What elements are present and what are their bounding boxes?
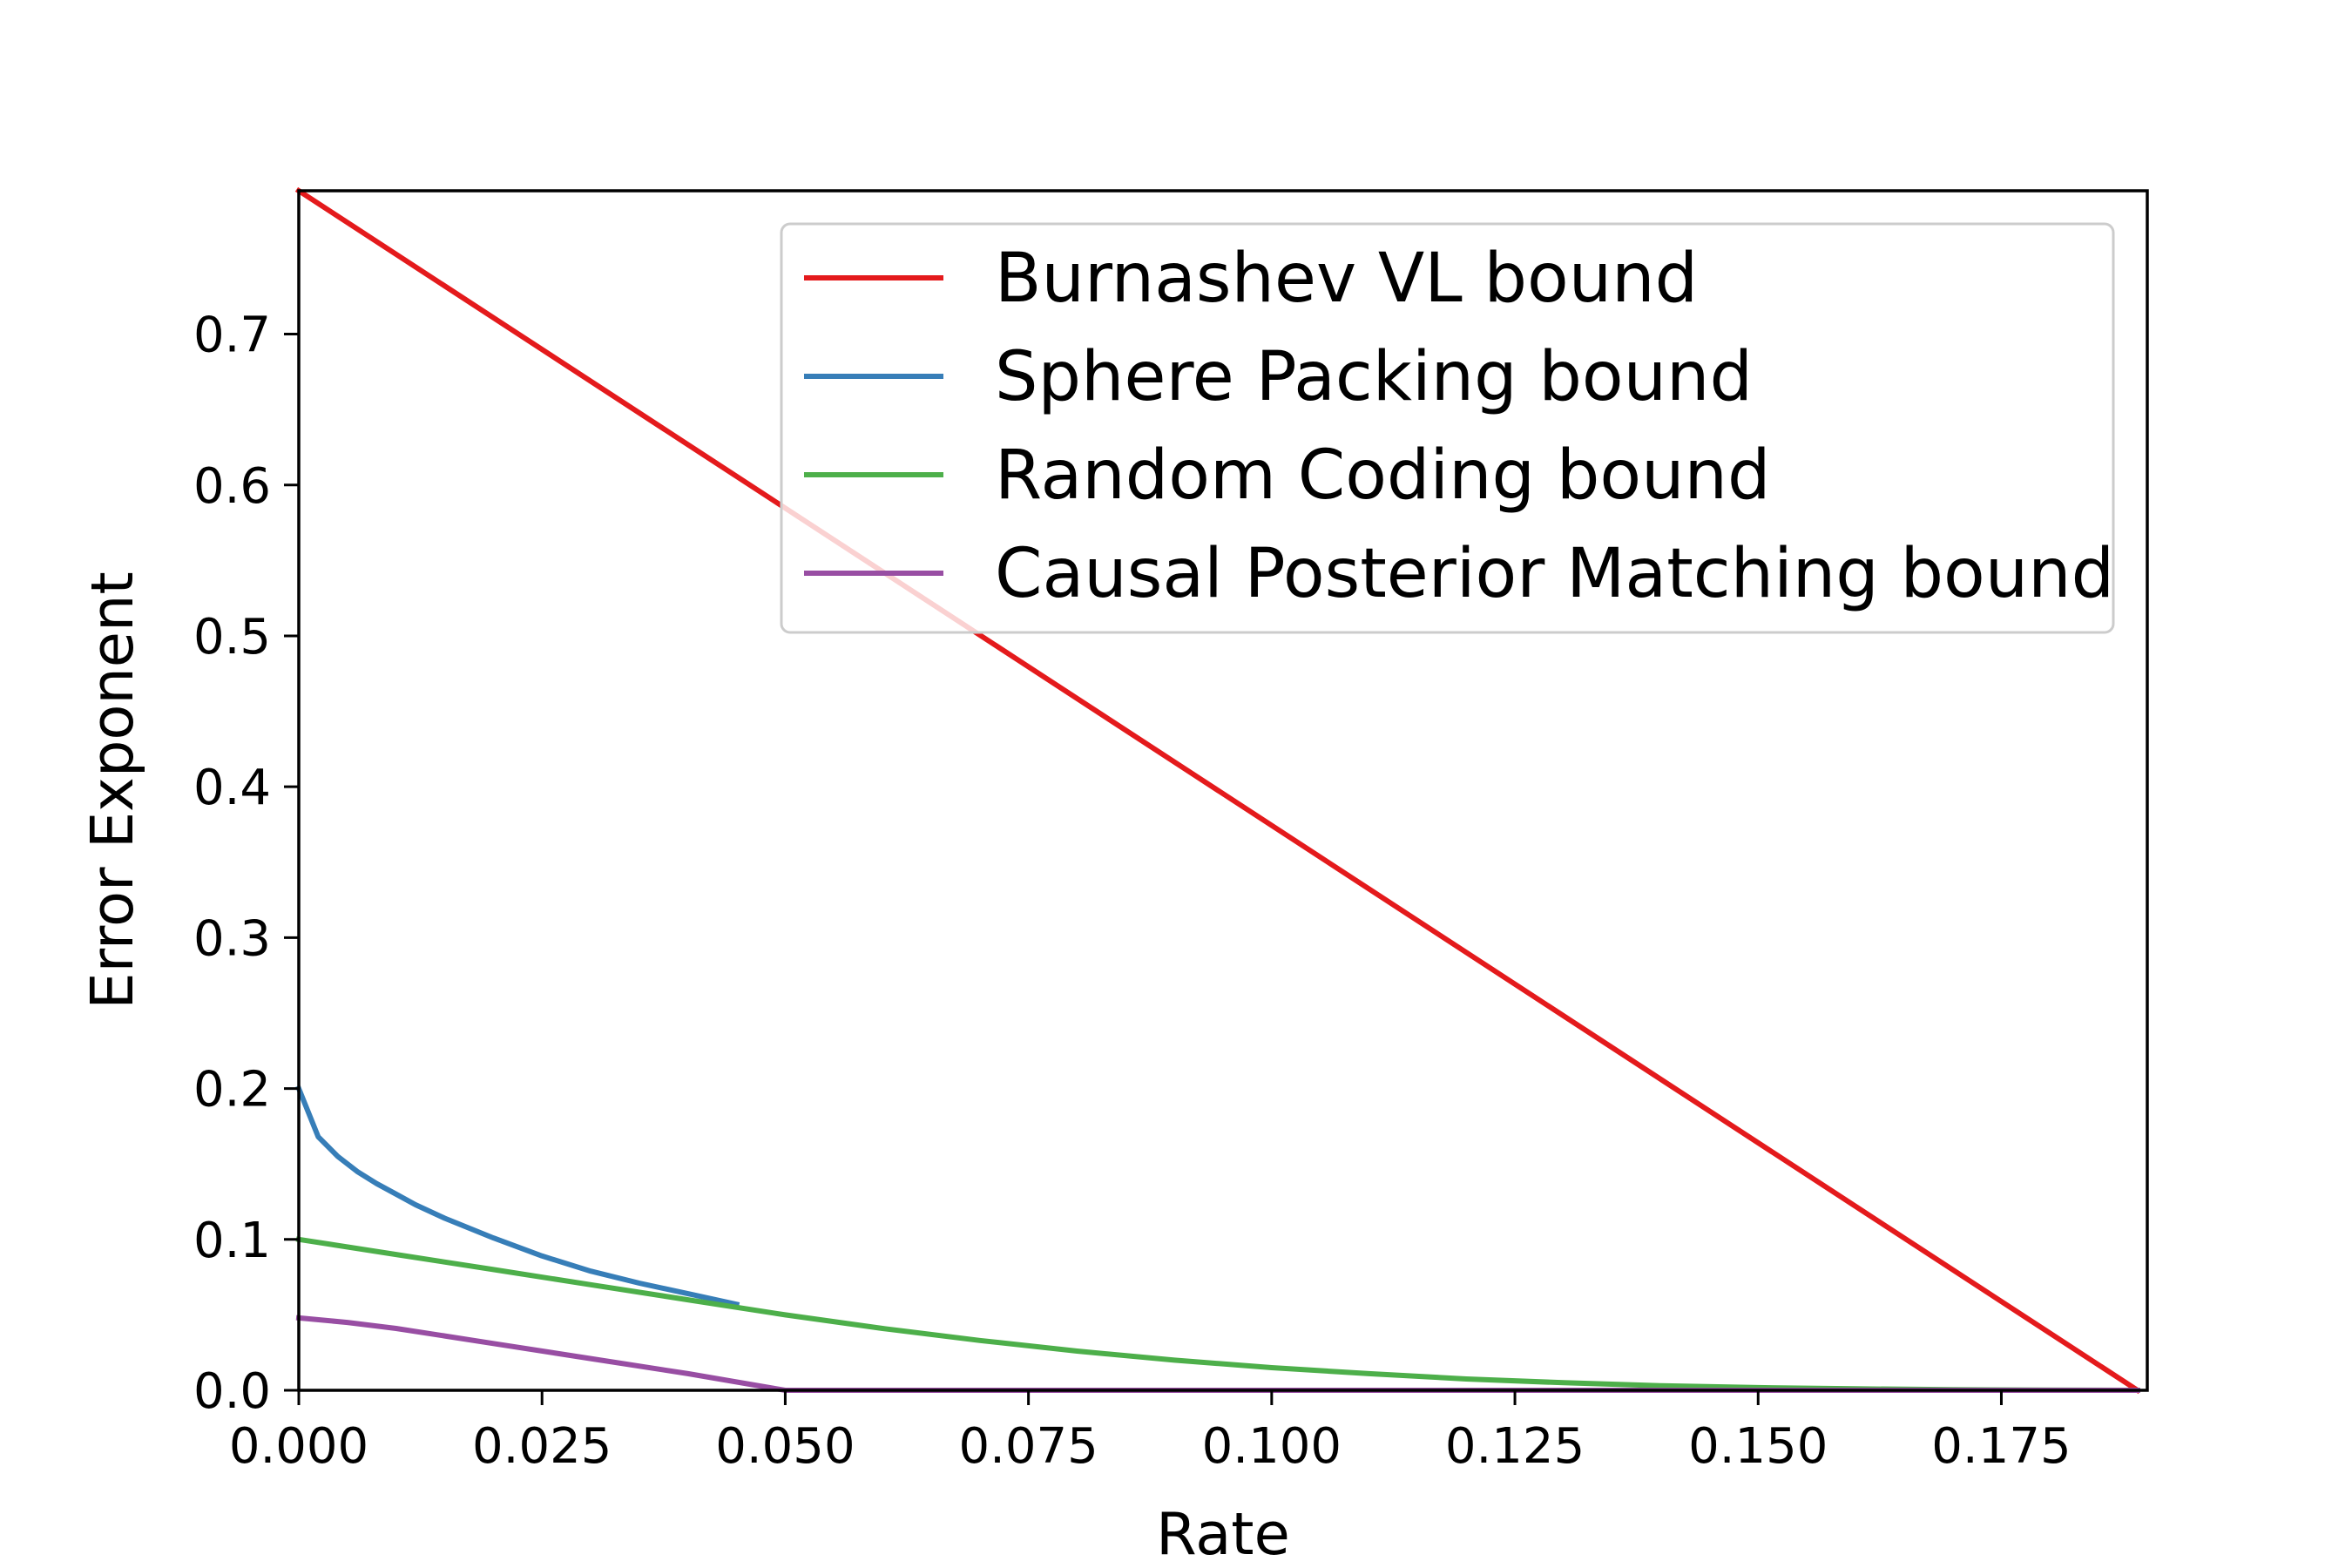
x-tick-label: 0.075 xyxy=(958,1418,1098,1475)
x-tick-label: 0.050 xyxy=(715,1418,855,1475)
y-tick-label: 0.3 xyxy=(193,910,271,967)
legend: Burnashev VL bound Sphere Packing bound Ra… xyxy=(780,222,2115,634)
y-tick-label: 0.1 xyxy=(193,1213,271,1269)
y-tick-label: 0.7 xyxy=(193,308,271,364)
x-tick-label: 0.100 xyxy=(1202,1418,1342,1475)
x-tick-label: 0.000 xyxy=(229,1418,368,1475)
x-axis: 0.000 0.025 0.050 0.075 0.100 0.125 0.150 0.175 xyxy=(229,1390,2072,1475)
series-line-1 xyxy=(294,186,2141,1395)
x-axis-title: Rate xyxy=(1156,1500,1290,1568)
x-tick-label: 0.025 xyxy=(472,1418,612,1475)
x-tick-label: 0.150 xyxy=(1688,1418,1828,1475)
y-tick-label: 0.5 xyxy=(193,609,271,666)
legend-label: Causal Posterior Matching bound xyxy=(995,535,2114,613)
legend-label: Random Coding bound xyxy=(995,436,1770,515)
legend-label: Sphere Packing bound xyxy=(995,338,1753,416)
y-tick-label: 0.6 xyxy=(193,458,271,515)
x-tick-label: 0.175 xyxy=(1931,1418,2071,1475)
series-line-2 xyxy=(295,1085,740,1308)
legend-box xyxy=(780,222,2115,634)
y-tick-label: 0.4 xyxy=(193,760,271,816)
series-layer xyxy=(294,186,2141,1395)
x-tick-label: 0.125 xyxy=(1445,1418,1585,1475)
plot-frame xyxy=(297,189,2149,1392)
y-tick-label: 0.2 xyxy=(193,1062,271,1119)
y-axis-title: Error Exponent xyxy=(78,571,146,1010)
y-axis: 0.0 0.1 0.2 0.3 0.4 0.5 0.6 0.7 xyxy=(193,308,299,1420)
y-tick-label: 0.0 xyxy=(193,1363,271,1420)
legend-label: Burnashev VL bound xyxy=(995,240,1698,318)
